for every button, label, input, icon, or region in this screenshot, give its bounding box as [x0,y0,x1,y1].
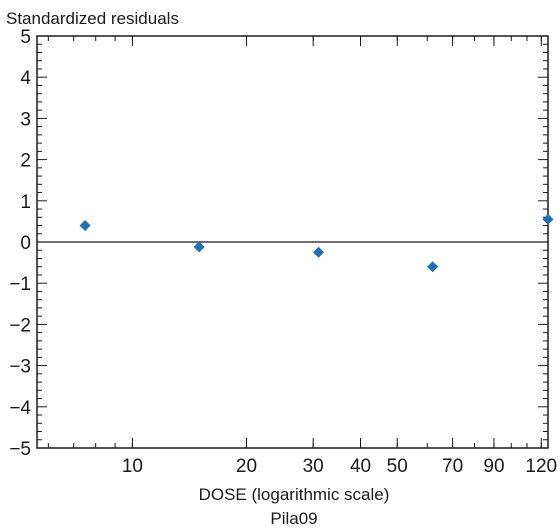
data-point [193,241,205,253]
x-tick-label: 20 [236,456,257,477]
y-tick-label: 1 [20,192,31,213]
x-tick-label: 30 [303,456,324,477]
y-axis-label: Standardized residuals [6,9,179,28]
x-tick-label: 70 [442,456,463,477]
y-tick-label: 5 [20,27,31,48]
chart-caption: Pila09 [270,509,317,528]
y-tick-label: 2 [20,151,31,172]
x-tick-label: 90 [483,456,504,477]
data-point [542,213,554,225]
x-tick-label: 10 [122,456,143,477]
y-tick-label: −2 [9,315,31,336]
y-tick-label: −3 [9,357,31,378]
data-point [427,261,439,273]
y-tick-label: 3 [20,109,31,130]
x-tick-label: 40 [350,456,371,477]
y-tick-label: −1 [9,274,31,295]
x-tick-label: 120 [525,456,557,477]
y-tick-label: 4 [20,68,31,89]
x-axis-label: DOSE (logarithmic scale) [199,485,390,504]
y-tick-label: −5 [9,439,31,460]
x-tick-label: 50 [387,456,408,477]
data-point [79,220,91,232]
y-tick-label: −4 [9,398,31,419]
data-point [313,246,325,258]
y-tick-label: 0 [20,233,31,254]
